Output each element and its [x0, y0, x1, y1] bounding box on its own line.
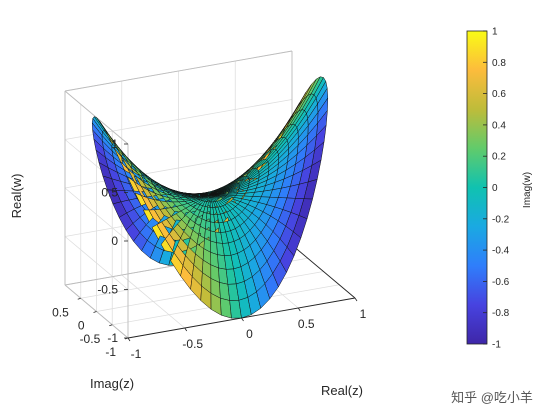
x-tick-label: -1	[131, 347, 142, 361]
z-tick-label: 0	[111, 234, 118, 248]
x-tick-label: 0.5	[298, 317, 315, 331]
x-tick-mark	[127, 337, 131, 342]
colorbar-tick-label: 0	[492, 183, 498, 194]
colorbar-title: Imag(w)	[522, 172, 533, 208]
colorbar-tick-label: -0.4	[492, 246, 510, 257]
y-tick-label: -0.5	[80, 332, 101, 346]
axis-line	[291, 244, 356, 299]
colorbar-tick-label: 0.4	[492, 120, 506, 131]
colorbar-tick-label: 0.2	[492, 152, 506, 163]
colorbar-tick-label: -1	[492, 340, 501, 351]
grid-line	[64, 236, 129, 290]
z-tick-label: 1	[111, 137, 118, 151]
grid-line	[64, 147, 293, 189]
x-tick-mark	[184, 327, 188, 332]
x-tick-mark	[241, 317, 244, 322]
x-axis-title: Real(z)	[321, 383, 363, 398]
y-tick-label: 0	[78, 319, 85, 333]
colorbar-tick-label: -0.2	[492, 214, 510, 225]
y-tick-label: -1	[105, 345, 116, 359]
box-edge	[64, 50, 293, 92]
z-tick-label: -1	[107, 331, 118, 345]
colorbar-tick-label: -0.8	[492, 308, 510, 319]
z-axis-title: Real(w)	[9, 174, 24, 219]
x-tick-mark	[354, 297, 358, 302]
x-tick-mark	[297, 307, 301, 312]
z-tick-label: -0.5	[97, 283, 118, 297]
colorbar-ticks: -1 -0.8 -0.6 -0.4 -0.2 0 0.2 0.4 0.6 0.8 1	[483, 27, 510, 351]
y-tick-mark	[109, 324, 113, 327]
colorbar: -1 -0.8 -0.6 -0.4 -0.2 0 0.2 0.4 0.6 0.8 1 Imag(w)	[466, 27, 533, 351]
colorbar-tick-label: 0.8	[492, 58, 506, 69]
z-tick-label: 0.5	[101, 186, 118, 200]
x-tick-label: -0.5	[182, 337, 203, 351]
colorbar-tick-label: -0.6	[492, 277, 510, 288]
x-tick-label: 1	[360, 307, 367, 321]
surface-plot	[91, 76, 329, 319]
y-axis-title: Imag(z)	[90, 376, 134, 391]
y-tick-mark	[77, 297, 81, 300]
surface-face	[238, 297, 252, 319]
colorbar-tick-label: 1	[492, 27, 498, 38]
y-tick-label: 0.5	[52, 305, 69, 319]
x-tick-label: 0	[246, 327, 253, 341]
watermark-text: 知乎 @吃小羊	[451, 390, 533, 405]
y-tick-mark	[93, 311, 97, 313]
axis-ticks: -1-0.500.51-1-0.500.5-1-0.500.51	[52, 137, 367, 361]
colorbar-tick-label: 0.6	[492, 89, 506, 100]
grid-line	[64, 187, 129, 242]
